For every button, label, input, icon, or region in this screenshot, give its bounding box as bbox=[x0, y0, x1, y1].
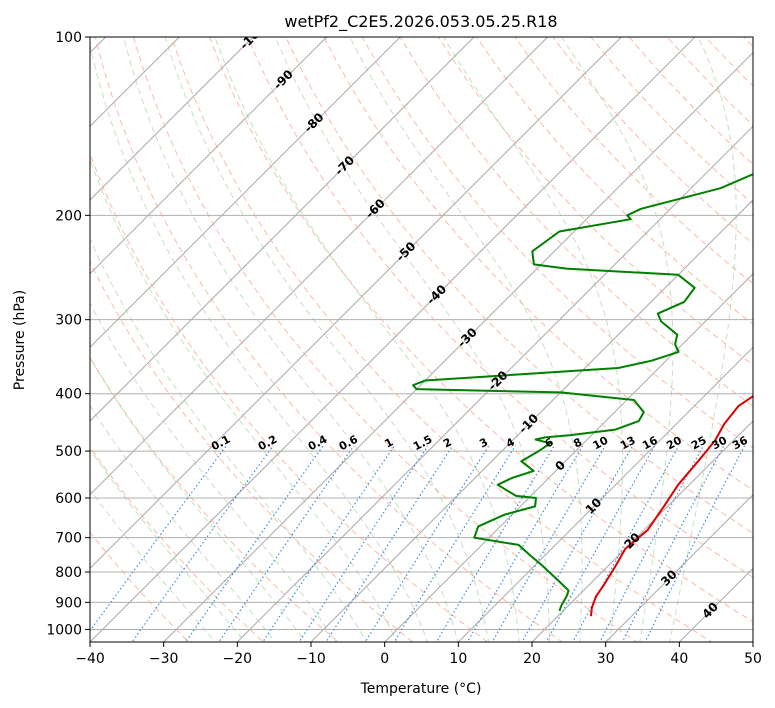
isotherm--30 bbox=[162, 51, 753, 642]
moist-adiabat bbox=[90, 356, 307, 642]
x-tick-label: 0 bbox=[380, 651, 389, 667]
isotherm--90 bbox=[90, 37, 328, 275]
mixing-ratio-label: 10 bbox=[591, 434, 611, 453]
dry-adiabat bbox=[170, 37, 713, 642]
isotherm--100 bbox=[90, 37, 254, 201]
moist-adiabat bbox=[90, 43, 429, 642]
y-tick-label: 500 bbox=[55, 444, 82, 460]
mixing-ratio-line bbox=[599, 445, 704, 642]
mixing-ratio-line bbox=[491, 445, 606, 642]
dry-adiabat bbox=[361, 37, 753, 449]
moist-adiabat bbox=[90, 157, 398, 642]
dry-adiabat bbox=[90, 260, 414, 642]
x-tick-label: 50 bbox=[744, 651, 762, 667]
mixing-ratio-line bbox=[644, 445, 746, 642]
x-tick-label: 20 bbox=[523, 651, 541, 667]
moist-adiabat bbox=[164, 37, 490, 642]
mixing-ratio-line bbox=[262, 445, 395, 642]
isotherm--110 bbox=[90, 37, 181, 128]
mixing-ratio-line bbox=[572, 445, 680, 642]
dry-adiabat bbox=[90, 152, 489, 642]
mixing-ratio-label: 16 bbox=[640, 434, 660, 453]
dry-adiabat bbox=[94, 37, 564, 642]
dry-adiabat bbox=[209, 37, 753, 623]
isotherm--50 bbox=[90, 37, 623, 570]
y-tick-label: 200 bbox=[55, 208, 82, 224]
y-tick-label: 1000 bbox=[46, 622, 82, 638]
dry-adiabat bbox=[285, 37, 753, 535]
mixing-ratio-label: 30 bbox=[710, 434, 730, 453]
isotherm-30 bbox=[604, 493, 753, 642]
mixing-ratio-label: 20 bbox=[664, 434, 684, 453]
moist-adiabat bbox=[90, 488, 216, 642]
mixing-ratio-line bbox=[218, 445, 355, 642]
x-tick-label: −10 bbox=[296, 651, 326, 667]
y-tick-label: 300 bbox=[55, 313, 82, 329]
moist-adiabat bbox=[90, 237, 367, 642]
dry-adiabat bbox=[476, 37, 753, 325]
temperature-trace bbox=[589, 394, 753, 617]
moist-adiabat bbox=[90, 404, 276, 642]
moist-adiabat bbox=[90, 448, 246, 642]
dry-adiabat bbox=[323, 37, 753, 491]
mixing-ratio-label: 25 bbox=[689, 434, 709, 453]
moist-adiabat bbox=[90, 302, 337, 642]
dewpoint-trace bbox=[412, 173, 753, 612]
moist-adiabat bbox=[214, 37, 520, 642]
isotherm--10 bbox=[310, 199, 753, 642]
mixing-ratio-label: 36 bbox=[730, 434, 750, 453]
mixing-ratio-line bbox=[131, 445, 274, 642]
y-tick-label: 100 bbox=[55, 30, 82, 46]
dry-adiabat bbox=[132, 37, 638, 642]
plot-frame bbox=[89, 36, 754, 643]
moist-adiabat bbox=[561, 37, 674, 642]
isotherm--60 bbox=[90, 37, 549, 496]
mixing-ratio-line bbox=[435, 445, 555, 642]
dry-adiabat bbox=[514, 37, 753, 285]
y-tick-label: 900 bbox=[55, 595, 82, 611]
y-tick-label: 700 bbox=[55, 531, 82, 547]
mixing-ratio-line bbox=[393, 445, 516, 642]
moist-adiabat bbox=[669, 37, 737, 642]
chart-title: wetPf2_C2E5.2026.053.05.25.R18 bbox=[284, 12, 557, 32]
moist-adiabat bbox=[443, 37, 623, 642]
mixing-ratio-label: 13 bbox=[618, 434, 638, 453]
isotherm--40 bbox=[90, 37, 696, 642]
x-tick-label: 30 bbox=[597, 651, 615, 667]
isotherm-0 bbox=[383, 272, 753, 642]
dry-adiabat bbox=[247, 37, 753, 578]
x-axis-label: Temperature (°C) bbox=[360, 681, 482, 697]
moist-adiabat bbox=[274, 37, 550, 642]
moist-adiabat bbox=[349, 37, 583, 642]
x-tick-label: −30 bbox=[149, 651, 179, 667]
dry-adiabat bbox=[90, 446, 265, 642]
isotherm--70 bbox=[90, 37, 475, 422]
mixing-ratio-line bbox=[466, 445, 584, 642]
y-axis-label: Pressure (hPa) bbox=[12, 290, 28, 390]
isotherm--20 bbox=[236, 125, 753, 642]
dry-adiabat bbox=[90, 531, 190, 642]
x-tick-label: −40 bbox=[75, 651, 105, 667]
y-tick-label: 600 bbox=[55, 491, 82, 507]
mixing-ratio-line bbox=[521, 445, 634, 642]
y-tick-label: 800 bbox=[55, 565, 82, 581]
mixing-ratio-line bbox=[364, 445, 490, 642]
y-tick-label: 400 bbox=[55, 387, 82, 403]
mixing-ratio-line bbox=[545, 445, 656, 642]
dry-adiabat bbox=[90, 356, 339, 642]
isotherm-10 bbox=[457, 346, 753, 642]
x-tick-label: 40 bbox=[670, 651, 688, 667]
x-tick-label: −20 bbox=[223, 651, 253, 667]
x-tick-label: 10 bbox=[449, 651, 467, 667]
moist-adiabat bbox=[123, 37, 459, 642]
